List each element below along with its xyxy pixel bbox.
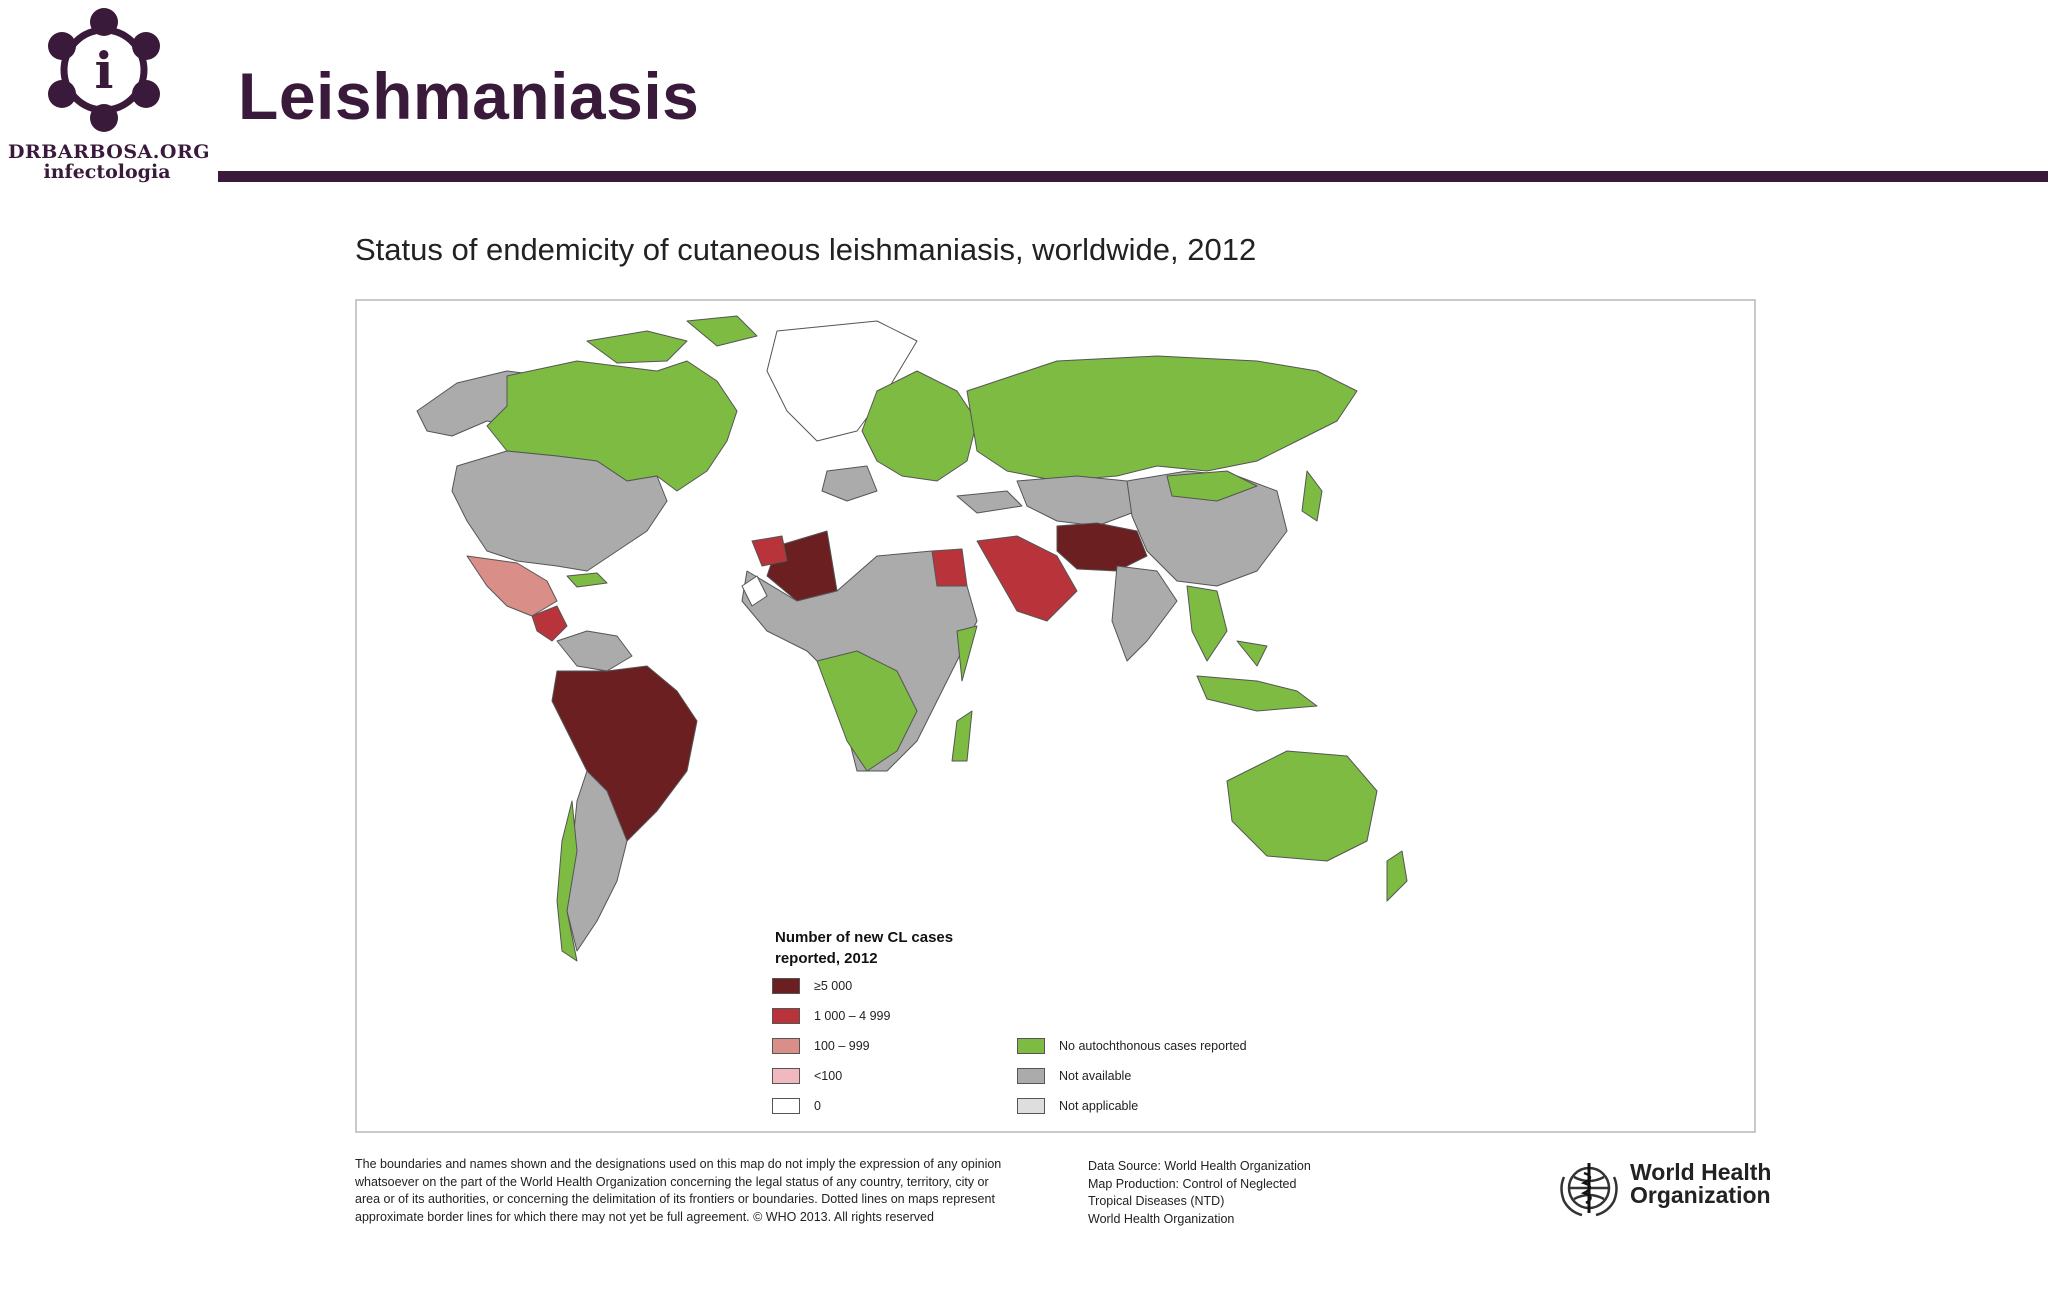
- logo-text: DRBARBOSA.ORG infectologia: [8, 141, 210, 183]
- legend-swatch: [772, 1038, 800, 1054]
- region-se-asia: [1186, 585, 1228, 662]
- map-caption: Status of endemicity of cutaneous leishm…: [355, 232, 1257, 267]
- site-logo[interactable]: i DRBARBOSA.ORG infectologia: [8, 4, 209, 184]
- source-line: World Health Organization: [1088, 1211, 1235, 1226]
- legend-swatch: [1017, 1098, 1045, 1114]
- region-north-south-america: [556, 630, 633, 672]
- legend-item-not-available: Not available: [1017, 1067, 1131, 1085]
- region-mongolia: [1166, 470, 1258, 502]
- region-usa: [451, 450, 668, 572]
- region-middle-east-dark: [1056, 522, 1148, 572]
- region-central-asia: [1016, 475, 1138, 527]
- region-arctic-islands: [586, 315, 758, 364]
- region-indonesia: [1196, 640, 1318, 712]
- region-west-africa-white: [741, 575, 768, 607]
- region-madagascar: [951, 710, 973, 762]
- region-mexico: [466, 555, 558, 617]
- legend-item-very-high: ≥5 000: [772, 977, 852, 995]
- region-australia: [1226, 750, 1378, 862]
- legend-label: 100 – 999: [814, 1039, 870, 1053]
- region-south-europe: [821, 465, 1023, 514]
- logo-line-1: DRBARBOSA.ORG: [8, 141, 210, 163]
- world-map-svg: [416, 315, 1408, 962]
- legend-swatch: [772, 1068, 800, 1084]
- legend-swatch: [772, 1008, 800, 1024]
- legend-swatch: [772, 1098, 800, 1114]
- region-canada: [486, 360, 738, 492]
- region-japan: [1301, 470, 1323, 522]
- legend-label: Not applicable: [1059, 1099, 1139, 1113]
- region-russia: [966, 355, 1358, 482]
- region-greenland: [766, 320, 918, 442]
- region-morocco: [751, 535, 788, 567]
- region-brazil-andes: [551, 665, 698, 842]
- source-line: Tropical Diseases (NTD): [1088, 1194, 1225, 1208]
- legend-swatch: [1017, 1038, 1045, 1054]
- region-africa-green: [816, 625, 978, 772]
- svg-text:i: i: [95, 41, 114, 100]
- legend-label: 0: [814, 1099, 821, 1113]
- legend-item-moderate: 100 – 999: [772, 1037, 870, 1055]
- title-divider: [218, 171, 2048, 182]
- who-line-2: Organization: [1630, 1182, 1771, 1208]
- legend-item-low: <100: [772, 1067, 842, 1085]
- source-line: Data Source: World Health Organization: [1088, 1159, 1311, 1173]
- page-title: Leishmaniasis: [238, 59, 700, 133]
- map-disclaimer: The boundaries and names shown and the d…: [355, 1157, 1002, 1224]
- legend-label: 1 000 – 4 999: [814, 1009, 891, 1023]
- legend-item-not-applicable: Not applicable: [1017, 1097, 1138, 1115]
- legend-label: <100: [814, 1069, 843, 1083]
- region-caribbean: [566, 572, 608, 588]
- region-chile: [556, 800, 578, 962]
- legend-label: No autochthonous cases reported: [1059, 1039, 1247, 1053]
- who-emblem-icon: [1560, 1163, 1618, 1217]
- legend-label: Not available: [1059, 1069, 1132, 1083]
- who-line-1: World Health: [1630, 1159, 1772, 1185]
- who-logo: World Health Organization: [1556, 1157, 1771, 1217]
- region-central-america: [531, 605, 568, 642]
- legend-item-zero: 0: [772, 1097, 821, 1115]
- region-india: [1111, 565, 1178, 662]
- legend-swatch: [1017, 1068, 1045, 1084]
- molecule-info-icon: i: [48, 8, 160, 132]
- who-wordmark: World Health Organization: [1630, 1161, 1771, 1207]
- region-europe: [861, 370, 978, 482]
- data-source: Data Source: World Health Organization M…: [1088, 1158, 1388, 1228]
- source-line: Map Production: Control of Neglected: [1088, 1176, 1297, 1191]
- world-map: Number of new CL cases reported, 2012 ≥5…: [355, 299, 1756, 1133]
- legend-swatch: [772, 978, 800, 994]
- region-new-zealand: [1386, 850, 1408, 902]
- legend-item-no-cases: No autochthonous cases reported: [1017, 1037, 1247, 1055]
- logo-line-2: infectologia: [43, 161, 171, 183]
- legend-label: ≥5 000: [814, 979, 853, 993]
- legend-item-high: 1 000 – 4 999: [772, 1007, 890, 1025]
- legend-heading: Number of new CL cases reported, 2012: [775, 929, 954, 967]
